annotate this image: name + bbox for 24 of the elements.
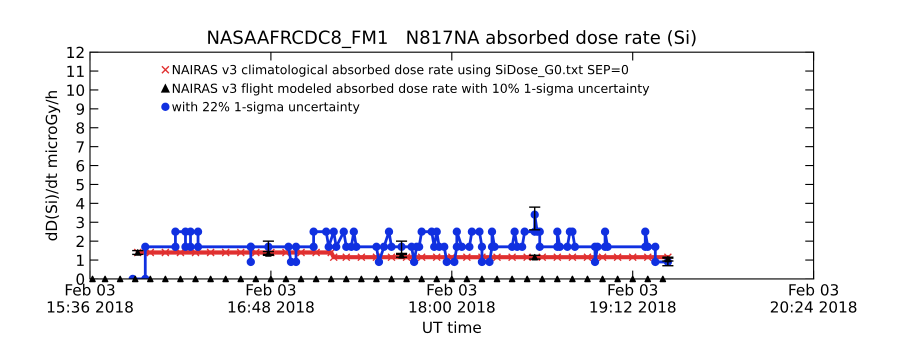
y-tick-label: 9 [76, 103, 84, 115]
legend-label: NAIRAS v3 flight modeled absorbed dose rate with 10% 1-sigma uncertainty [172, 83, 650, 96]
x-tick-label: Feb 03 19:12 2018 [590, 284, 676, 313]
y-tick-label: 2 [76, 236, 84, 247]
y-axis-title: dD(Si)/dt microGy/h [45, 91, 60, 240]
legend-label: with 22% 1-sigma uncertainty [172, 102, 360, 114]
y-tick-label: 12 [67, 46, 84, 58]
y-tick-label: 8 [76, 122, 84, 134]
y-tick-label: 1 [77, 254, 84, 266]
legend-label: NAIRAS v3 climatological absorbed dose rate using SiDose_G0.txt SEP=0 [172, 64, 628, 78]
x-tick-label: Feb 03 20:24 2018 [770, 284, 856, 313]
x-tick-label: Feb 03 15:36 2018 [48, 284, 133, 313]
x-tick-label: Feb 03 18:00 2018 [410, 284, 495, 313]
y-tick-label: 4 [76, 198, 84, 210]
x-axis-title: UT time [423, 321, 481, 334]
y-tick-label: 0 [76, 273, 84, 285]
y-tick-label: 7 [76, 141, 84, 152]
y-tick-label: 3 [76, 216, 84, 228]
y-tick-label: 11 [67, 66, 84, 77]
y-tick-label: 10 [67, 84, 84, 96]
y-tick-label: 5 [76, 179, 84, 190]
y-tick-label: 6 [76, 160, 84, 172]
chart-title: NASAAFRCDC8_FM1 N817NA absorbed dose rate (Si) [208, 30, 696, 48]
x-tick-label: Feb 03 16:48 2018 [228, 284, 314, 313]
